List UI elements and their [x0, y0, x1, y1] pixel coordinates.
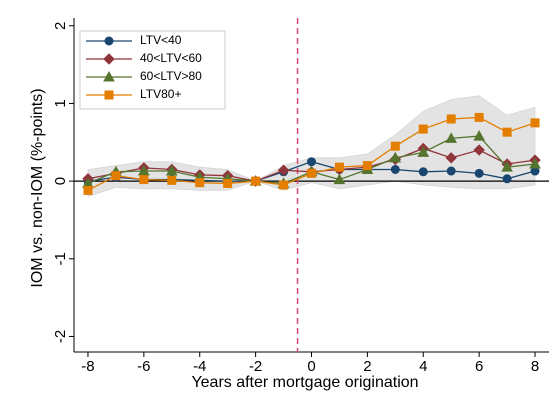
legend-box: [79, 30, 226, 110]
marker: [473, 144, 485, 156]
legend-label: 40<LTV<60: [140, 51, 202, 65]
marker: [390, 141, 400, 151]
legend-marker: [103, 53, 115, 65]
marker: [333, 173, 346, 185]
x-tick-label: -2: [249, 358, 262, 375]
marker: [445, 132, 458, 143]
legend-marker: [103, 70, 115, 82]
marker: [418, 167, 428, 177]
marker: [474, 168, 484, 178]
marker: [474, 112, 484, 122]
marker: [307, 168, 316, 178]
marker: [418, 124, 428, 134]
x-axis-title: Years after mortgage origination: [191, 374, 418, 391]
y-tick-label: -1: [52, 252, 69, 265]
marker: [307, 157, 316, 167]
legend-label: 60<LTV>80: [140, 69, 202, 83]
x-tick-label: 4: [419, 358, 427, 375]
marker: [417, 146, 430, 157]
marker: [446, 114, 456, 124]
marker: [473, 130, 485, 141]
marker: [501, 161, 513, 172]
marker: [111, 171, 121, 181]
marker: [165, 164, 178, 176]
marker: [277, 164, 290, 176]
y-tick-label: -2: [52, 330, 69, 343]
x-tick-label: -8: [81, 358, 94, 375]
legend-marker: [104, 90, 114, 100]
marker: [195, 178, 205, 188]
marker: [279, 180, 289, 190]
legend-label: LTV<40: [140, 33, 182, 47]
y-tick-label: 0: [52, 177, 69, 185]
marker: [389, 151, 402, 163]
marker: [362, 161, 372, 171]
marker: [223, 178, 233, 188]
x-tick-label: 2: [363, 358, 371, 375]
marker: [446, 166, 456, 176]
marker: [251, 176, 261, 186]
legend-label: LTV80+: [140, 87, 181, 101]
x-tick-label: -6: [137, 358, 150, 375]
marker: [83, 185, 93, 195]
marker: [530, 118, 540, 128]
marker: [334, 162, 344, 172]
marker: [167, 175, 177, 185]
y-axis-title: IOM vs. non-IOM (%-points): [29, 88, 46, 287]
marker: [445, 152, 457, 164]
marker: [138, 164, 150, 176]
x-tick-label: 0: [307, 358, 315, 375]
x-tick-label: 8: [531, 358, 539, 375]
marker: [139, 175, 149, 185]
marker: [502, 174, 512, 184]
marker: [529, 157, 541, 169]
legend-marker: [104, 36, 114, 46]
y-tick-label: 2: [52, 22, 69, 30]
marker: [390, 164, 400, 174]
marker: [502, 127, 512, 137]
x-tick-label: -4: [193, 358, 206, 375]
y-tick-label: 1: [52, 99, 69, 107]
x-tick-label: 6: [475, 358, 483, 375]
